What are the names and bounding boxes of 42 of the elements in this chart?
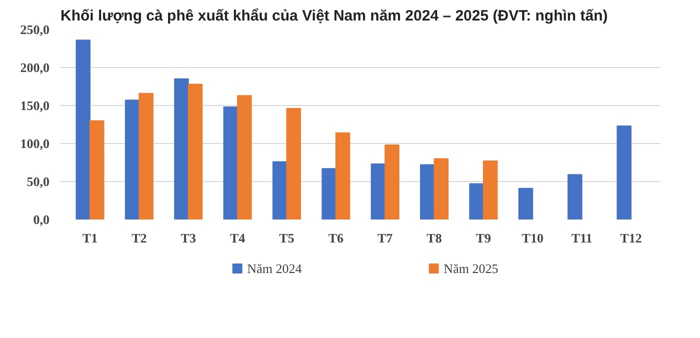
y-tick-label: 150,0 [20,98,50,113]
y-tick-label: 100,0 [20,136,50,151]
bar [322,168,336,220]
bar [384,144,400,220]
bar [174,78,189,220]
x-tick-label: T5 [279,230,295,246]
bar [188,84,203,220]
bar [90,120,104,220]
legend-label: Năm 2024 [247,261,302,276]
x-tick-label: T9 [476,230,492,246]
x-tick-label: T4 [230,230,246,246]
x-tick-label: T7 [378,230,394,246]
x-tick-label: T12 [620,230,642,246]
x-tick-label: T8 [426,230,442,246]
bar [76,40,91,220]
x-tick-label: T10 [522,230,544,246]
bar [335,132,350,220]
x-tick-label: T1 [82,230,98,246]
bar [237,95,252,220]
bar [286,108,301,220]
bar [124,100,140,220]
bar [138,92,154,220]
bar [434,158,449,220]
x-tick-label: T6 [328,230,344,246]
bar [370,164,386,220]
bar [616,126,632,220]
bar [223,106,238,220]
x-tick-label: T3 [180,230,196,246]
bar [568,174,582,220]
x-tick-label: T11 [571,230,592,246]
bar [518,188,534,220]
bar [420,164,435,220]
bar [272,161,288,220]
y-tick-label: 50,0 [26,174,50,189]
y-tick-label: 0,0 [33,212,50,227]
y-tick-label: 250,0 [20,22,50,37]
chart-title: Khối lượng cà phê xuất khẩu của Việt Nam năm 2024 – 2025 (ĐVT: nghìn tấn) [60,8,608,24]
x-tick-label: T2 [132,230,147,246]
legend-label: Năm 2025 [444,261,498,276]
bar [482,160,498,220]
y-tick-label: 200,0 [20,60,50,75]
bar [469,183,484,220]
